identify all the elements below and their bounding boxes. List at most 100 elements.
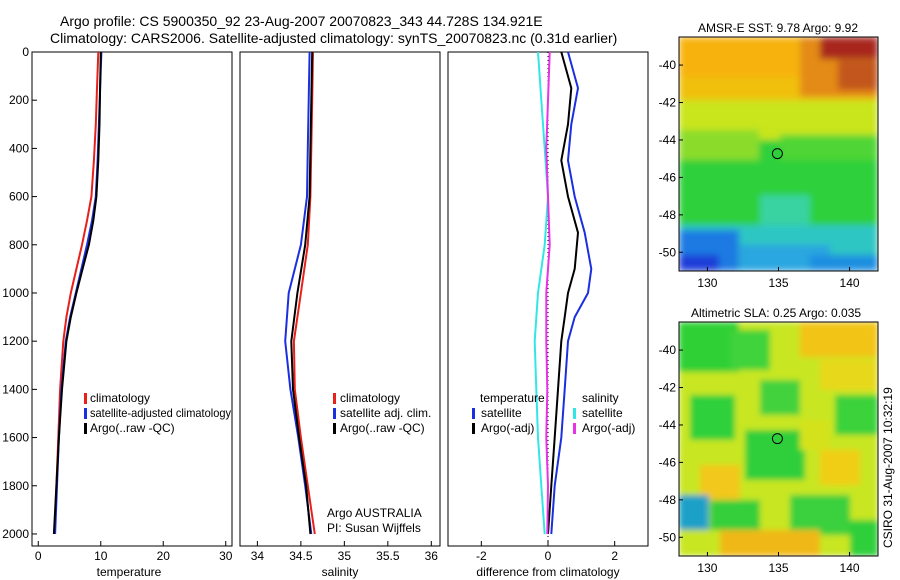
- depth-ytick-label: 1600: [2, 431, 29, 445]
- legend-temperature-satellite-swatch: [472, 408, 475, 419]
- legend-argo-label: Argo(..raw -QC): [90, 421, 175, 435]
- credit-line2: PI: Susan Wijffels: [327, 521, 421, 535]
- temperature-legend: climatology satellite-adjusted climatolo…: [84, 391, 231, 435]
- depth-ytick-label: 1400: [2, 382, 29, 396]
- legend-argo-label: Argo(..raw -QC): [340, 421, 425, 435]
- sla-map-panel: Altimetric SLA: 0.25 Argo: 0.035: [659, 306, 879, 575]
- salinity-xtick-label: 35: [338, 549, 352, 563]
- salinity-xtick-label: 34: [251, 549, 265, 563]
- legend-temperature-argo-swatch: [472, 423, 475, 434]
- sst-ytick-label: -50: [659, 245, 677, 259]
- sla-map-title: Altimetric SLA: 0.25 Argo: 0.035: [691, 306, 861, 320]
- difference-line-salinity-argo-adj: [545, 51, 551, 535]
- sst-map-xticks: 130 135 140: [697, 267, 860, 290]
- sla-argo-marker: [771, 433, 783, 445]
- sla-xtick-label: 135: [768, 561, 788, 575]
- difference-xtick-label: 0: [545, 549, 552, 563]
- salinity-line-argo-raw-qc: [290, 51, 314, 535]
- legend-temperature-heading: temperature: [480, 391, 545, 405]
- salinity-xtick-label: 34.5: [289, 549, 313, 563]
- legend-temperature-satellite-label: satellite: [481, 406, 522, 420]
- sst-ytick-label: -46: [659, 170, 677, 184]
- legend-salinity-heading: salinity: [582, 391, 619, 405]
- temperature-xtick-label: 10: [94, 549, 108, 563]
- difference-line-salinity-satellite: [533, 51, 549, 535]
- legend-satellite-adjusted-label: satellite-adjusted climatology: [90, 406, 231, 420]
- legend-temperature-argo-label: Argo(-adj): [481, 421, 534, 435]
- sla-map-xticks: 130 135 140: [697, 552, 860, 575]
- figure-title-line1: Argo profile: CS 5900350_92 23-Aug-2007 …: [60, 13, 543, 29]
- difference-legend: temperature satellite Argo(-adj) salinit…: [472, 391, 635, 435]
- legend-climatology-swatch: [84, 393, 87, 404]
- temperature-panel: 0 200 400 600 800 1000 1200 1400 1600 1800 2000 0 1…: [2, 45, 232, 579]
- legend-salinity-argo-swatch: [573, 423, 576, 434]
- salinity-xtick-label: 36: [425, 549, 439, 563]
- salinity-series: [284, 51, 316, 535]
- temperature-xtick-label: 0: [35, 549, 42, 563]
- difference-xticks: -2 0 2: [476, 541, 618, 563]
- temperature-xticks: 0 10 20 30: [35, 541, 233, 563]
- legend-satellite-adj-label: satellite adj. clim.: [340, 406, 431, 420]
- legend-salinity-satellite-label: satellite: [582, 406, 623, 420]
- temperature-xlabel: temperature: [97, 565, 162, 579]
- depth-ytick-label: 600: [9, 190, 29, 204]
- temperature-xtick-label: 20: [157, 549, 171, 563]
- legend-climatology-label: climatology: [340, 391, 400, 405]
- depth-ytick-label: 200: [9, 93, 29, 107]
- legend-satellite-adj-swatch: [333, 408, 336, 419]
- salinity-xtick-label: 35.5: [376, 549, 400, 563]
- legend-salinity-satellite-swatch: [573, 408, 576, 419]
- depth-ytick-label: 1800: [2, 479, 29, 493]
- depth-ytick-label: 2000: [2, 527, 29, 541]
- sst-map-panel: AMSR-E SST: 9.78 Argo: 9.92: [659, 21, 879, 290]
- difference-xtick-label: 2: [611, 549, 618, 563]
- legend-argo-swatch: [84, 423, 87, 434]
- legend-argo-swatch: [333, 423, 336, 434]
- legend-climatology-label: climatology: [90, 391, 150, 405]
- temperature-xtick-label: 30: [219, 549, 233, 563]
- sst-xtick-label: 130: [697, 276, 717, 290]
- sla-ytick-label: -44: [659, 418, 677, 432]
- sst-map-title: AMSR-E SST: 9.78 Argo: 9.92: [698, 21, 858, 35]
- sla-xtick-label: 130: [697, 561, 717, 575]
- sst-ytick-label: -48: [659, 208, 677, 222]
- depth-ytick-label: 1000: [2, 286, 29, 300]
- sla-map-yticks: -40 -42 -44 -46 -48 -50: [659, 343, 683, 544]
- depth-ytick-label: 1200: [2, 334, 29, 348]
- sst-xtick-label: 140: [840, 276, 860, 290]
- depth-ytick-label: 800: [9, 238, 29, 252]
- sla-ytick-label: -40: [659, 343, 677, 357]
- temperature-panel-frame: [31, 51, 233, 547]
- sla-ytick-label: -42: [659, 381, 677, 395]
- sst-ytick-label: -42: [659, 96, 677, 110]
- sst-ytick-label: -40: [659, 58, 677, 72]
- legend-climatology-swatch: [333, 393, 336, 404]
- sla-ytick-label: -48: [659, 493, 677, 507]
- salinity-panel-frame: [239, 51, 441, 547]
- difference-series: [533, 51, 593, 535]
- difference-line-temperature-argo-adj: [547, 51, 579, 535]
- sst-argo-marker: [771, 148, 783, 160]
- temperature-yticks: 0 200 400 600 800 1000 1200 1400 1600 1800 2000: [2, 45, 37, 541]
- salinity-legend: climatology satellite adj. clim. Argo(..…: [333, 391, 431, 435]
- sst-ytick-label: -44: [659, 133, 677, 147]
- depth-ytick-label: 0: [22, 45, 29, 59]
- salinity-xlabel: salinity: [322, 565, 359, 579]
- difference-panel: -2 0 2 difference from climatology tempera…: [447, 51, 649, 579]
- sst-xtick-label: 135: [768, 276, 788, 290]
- depth-ytick-label: 400: [9, 141, 29, 155]
- sst-heatmap: [679, 37, 878, 271]
- difference-line-temperature-satellite: [550, 51, 593, 535]
- sla-ytick-label: -46: [659, 455, 677, 469]
- credit-line1: Argo AUSTRALIA: [327, 506, 422, 520]
- salinity-panel: 34 34.5 35 35.5 36 salinity climatology sate…: [239, 51, 441, 579]
- figure-title-line2: Climatology: CARS2006. Satellite-adjuste…: [50, 30, 617, 46]
- legend-satellite-adjusted-swatch: [84, 408, 87, 419]
- side-stamp: CSIRO 31-Aug-2007 10:32:19: [881, 387, 895, 548]
- sla-ytick-label: -50: [659, 530, 677, 544]
- temperature-series: [52, 51, 103, 535]
- salinity-xticks: 34 34.5 35 35.5 36: [251, 541, 439, 563]
- temperature-line-argo-raw-qc: [52, 51, 102, 535]
- difference-xlabel: difference from climatology: [476, 565, 619, 579]
